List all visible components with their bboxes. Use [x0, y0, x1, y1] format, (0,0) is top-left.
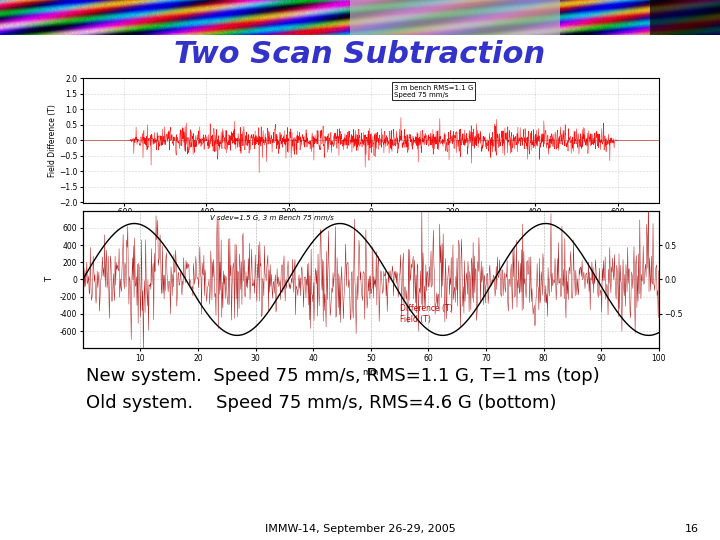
Text: IMMW-14, September 26-29, 2005: IMMW-14, September 26-29, 2005 — [265, 523, 455, 534]
Text: 16: 16 — [685, 523, 698, 534]
Text: New system.  Speed 75 mm/s, RMS=1.1 G, T=1 ms (top): New system. Speed 75 mm/s, RMS=1.1 G, T=… — [86, 367, 600, 385]
Text: 3 m bench RMS=1.1 G
Speed 75 mm/s: 3 m bench RMS=1.1 G Speed 75 mm/s — [394, 84, 473, 98]
X-axis label: z(mm): z(mm) — [357, 222, 384, 232]
Y-axis label: T: T — [45, 277, 54, 282]
Text: Two Scan Subtraction: Two Scan Subtraction — [174, 40, 546, 69]
Text: Difference (T)
Field (T): Difference (T) Field (T) — [400, 304, 452, 323]
X-axis label: mm: mm — [363, 368, 379, 377]
Text: Old system.    Speed 75 mm/s, RMS=4.6 G (bottom): Old system. Speed 75 mm/s, RMS=4.6 G (bo… — [86, 394, 557, 412]
Y-axis label: Field Difference (T): Field Difference (T) — [48, 104, 58, 177]
Text: V sdev=1.5 G, 3 m Bench 75 mm/s: V sdev=1.5 G, 3 m Bench 75 mm/s — [210, 215, 333, 221]
